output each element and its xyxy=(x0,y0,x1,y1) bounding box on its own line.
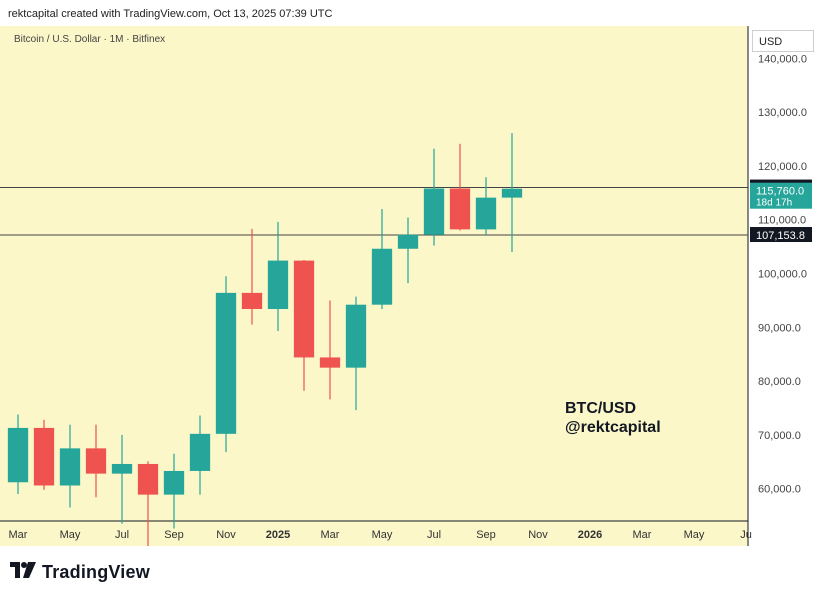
candle-2025-04 xyxy=(345,296,367,411)
candle-body xyxy=(59,448,81,486)
time-tick-label: Nov xyxy=(216,529,236,541)
last-price-label: 115,760.0 xyxy=(756,186,804,198)
last-price-tag-bg xyxy=(750,182,812,209)
price-tick-label: 90,000.0 xyxy=(758,322,801,334)
time-tick-label: 2025 xyxy=(266,529,290,541)
candle-body xyxy=(397,234,419,249)
tradingview-logo-icon xyxy=(10,562,36,583)
candle-2025-06 xyxy=(397,217,419,284)
time-tick-label: May xyxy=(684,529,705,541)
candle-body xyxy=(33,427,55,486)
candle-2024-03 xyxy=(7,414,29,495)
time-tick-label: Ju xyxy=(740,529,752,541)
candle-body xyxy=(293,260,315,358)
candle-body xyxy=(7,427,29,483)
time-tick-label: May xyxy=(372,529,393,541)
candle-2025-03 xyxy=(319,300,341,400)
candle-2024-09 xyxy=(163,453,185,529)
chart-area[interactable]: 60,000.0 70,000.0 80,000.0 90,000.0 100,000.… xyxy=(0,26,828,548)
time-axis-ticks: Mar May Jul Sep Nov 2025 Mar May Jul Sep Nov 2026 Ma… xyxy=(9,529,752,541)
candle-2024-12 xyxy=(241,228,263,325)
price-tick-label: 130,000.0 xyxy=(758,107,807,119)
price-tick-label: 70,000.0 xyxy=(758,430,801,442)
candle-2024-10 xyxy=(189,415,211,495)
level-tag-bg-1 xyxy=(750,227,812,243)
chart-title: Bitcoin / U.S. Dollar · 1M · Bitfinex xyxy=(14,34,166,45)
candle-body xyxy=(85,448,107,474)
price-axis-ticks: 60,000.0 70,000.0 80,000.0 90,000.0 100,000.… xyxy=(758,53,807,495)
tradingview-logo[interactable]: TradingView xyxy=(10,562,150,583)
price-tick-label: 120,000.0 xyxy=(758,161,807,173)
last-price-countdown: 18d 17h xyxy=(756,198,792,209)
candle-body xyxy=(319,357,341,368)
time-tick-label: 2026 xyxy=(578,529,602,541)
candle-2025-10 xyxy=(501,133,523,252)
price-tick-label: 100,000.0 xyxy=(758,269,807,281)
time-tick-label: Sep xyxy=(164,529,184,541)
candle-2024-05 xyxy=(59,424,81,508)
candle-body xyxy=(215,292,237,434)
tradingview-logo-text: TradingView xyxy=(42,562,150,582)
chart-svg[interactable]: 60,000.0 70,000.0 80,000.0 90,000.0 100,000.… xyxy=(0,26,828,548)
level-tag-label-1: 107,153.8 xyxy=(756,230,805,242)
price-tick-label: 60,000.0 xyxy=(758,484,801,496)
candles xyxy=(7,133,523,548)
candle-body xyxy=(267,260,289,310)
candle-body xyxy=(241,292,263,310)
annotation-pair: BTC/USD xyxy=(565,400,636,417)
candle-body xyxy=(501,188,523,198)
currency-selector[interactable]: USD xyxy=(752,30,814,52)
candle-2025-02 xyxy=(293,260,315,391)
price-tick-label: 110,000.0 xyxy=(758,215,806,227)
time-tick-label: Mar xyxy=(321,529,340,541)
candle-2024-07 xyxy=(111,434,133,524)
candle-body xyxy=(423,188,445,235)
candle-body xyxy=(371,248,393,305)
candle-2025-09 xyxy=(475,177,497,235)
time-tick-label: May xyxy=(60,529,81,541)
candle-2025-08 xyxy=(449,143,471,231)
time-axis-background xyxy=(0,521,748,546)
candle-2024-04 xyxy=(33,419,55,490)
candle-2025-05 xyxy=(371,208,393,310)
annotation-handle: @rektcapital xyxy=(565,419,661,436)
chart-attribution: rektcapital created with TradingView.com… xyxy=(8,8,333,20)
candle-body xyxy=(345,304,367,368)
candle-2024-08 xyxy=(137,461,159,548)
candle-body xyxy=(475,197,497,230)
candle-2025-01 xyxy=(267,221,289,332)
level-lines xyxy=(0,187,748,236)
time-tick-label: Mar xyxy=(9,529,28,541)
price-tick-label: 140,000.0 xyxy=(758,53,807,65)
time-tick-label: Jul xyxy=(115,529,129,541)
candle-2025-07 xyxy=(423,148,445,246)
candle-body xyxy=(163,470,185,495)
time-tick-label: Jul xyxy=(427,529,441,541)
price-axis-background xyxy=(748,26,828,521)
candle-2024-06 xyxy=(85,424,107,498)
price-tick-label: 80,000.0 xyxy=(758,376,801,388)
time-tick-label: Sep xyxy=(476,529,496,541)
time-tick-label: Nov xyxy=(528,529,548,541)
candle-body xyxy=(111,463,133,474)
candle-body xyxy=(137,463,159,495)
candle-body xyxy=(189,433,211,471)
candle-body xyxy=(449,188,471,230)
time-tick-label: Mar xyxy=(633,529,652,541)
candle-2024-11 xyxy=(215,276,237,453)
